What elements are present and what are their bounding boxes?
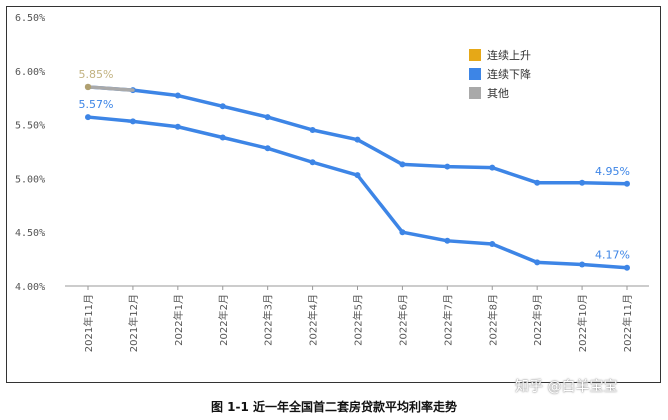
data-point-second — [489, 241, 496, 248]
data-point-first — [534, 179, 541, 186]
y-tick-label: 5.50% — [15, 121, 45, 132]
data-point-first — [444, 163, 451, 170]
data-point-second — [129, 118, 136, 125]
x-tick-label: 2022年4月 — [307, 294, 320, 346]
x-tick-label: 2022年1月 — [172, 294, 185, 346]
x-tick-label: 2022年3月 — [262, 294, 275, 346]
chart-svg: 4.00% 4.50% 5.00% 5.50% 6.00% 6.50% 2021年11月 20… — [15, 13, 649, 352]
data-point-first — [579, 179, 586, 186]
data-point-first — [354, 136, 361, 143]
data-point-second — [624, 264, 630, 271]
y-tick-label: 6.50% — [15, 13, 45, 24]
data-point-first — [264, 114, 271, 121]
x-tick-label: 2022年5月 — [352, 294, 365, 346]
x-tick-label: 2021年12月 — [127, 294, 140, 352]
x-tick-label: 2022年11月 — [621, 294, 634, 352]
data-point-second — [534, 259, 541, 266]
x-tick-label: 2022年10月 — [576, 294, 589, 352]
data-point-second — [309, 159, 316, 166]
data-point-first — [174, 92, 181, 99]
data-point-second — [399, 229, 406, 236]
data-point-first — [489, 164, 496, 171]
data-label: 4.17% — [595, 249, 630, 262]
data-point-second — [174, 123, 181, 130]
legend-swatch — [469, 87, 481, 99]
y-tick-label: 6.00% — [15, 67, 45, 78]
data-point-second — [264, 145, 271, 152]
other-segment-line — [86, 85, 135, 92]
x-tick-label: 2022年9月 — [531, 294, 544, 346]
legend-label: 其他 — [487, 87, 509, 100]
data-point-second — [85, 114, 91, 121]
y-tick-label: 4.00% — [15, 282, 45, 293]
watermark: 知乎 @白羊宝宝 — [515, 379, 618, 395]
y-tick-label: 4.50% — [15, 228, 45, 239]
data-point-second — [219, 134, 226, 141]
figure-caption: 图 1-1 近一年全国首二套房贷款平均利率走势 — [210, 400, 458, 414]
data-point-second — [579, 261, 586, 268]
data-label: 5.57% — [79, 98, 114, 111]
data-point-first — [399, 161, 406, 168]
data-point-first — [624, 180, 630, 187]
x-tick-label: 2022年8月 — [486, 294, 499, 346]
data-label: 5.85% — [79, 68, 114, 81]
data-point-first — [219, 103, 226, 110]
data-point-second — [354, 172, 361, 179]
legend-swatch — [469, 49, 481, 61]
data-point-first — [309, 126, 316, 133]
x-tick-label: 2022年2月 — [217, 294, 230, 346]
other-segment-point — [84, 83, 92, 91]
legend-label: 连续下降 — [487, 67, 531, 81]
legend-label: 连续上升 — [487, 48, 531, 62]
x-tick-label: 2022年7月 — [441, 294, 454, 346]
y-tick-label: 5.00% — [15, 174, 45, 185]
data-point-second — [444, 237, 451, 244]
data-label: 4.95% — [595, 165, 630, 178]
x-tick-label: 2021年11月 — [82, 294, 95, 352]
series-line-first — [86, 85, 629, 186]
chart-frame: 4.00% 4.50% 5.00% 5.50% 6.00% 6.50% 2021年11月 20… — [6, 6, 661, 383]
legend-swatch — [469, 68, 481, 80]
x-tick-label: 2022年6月 — [396, 294, 409, 346]
